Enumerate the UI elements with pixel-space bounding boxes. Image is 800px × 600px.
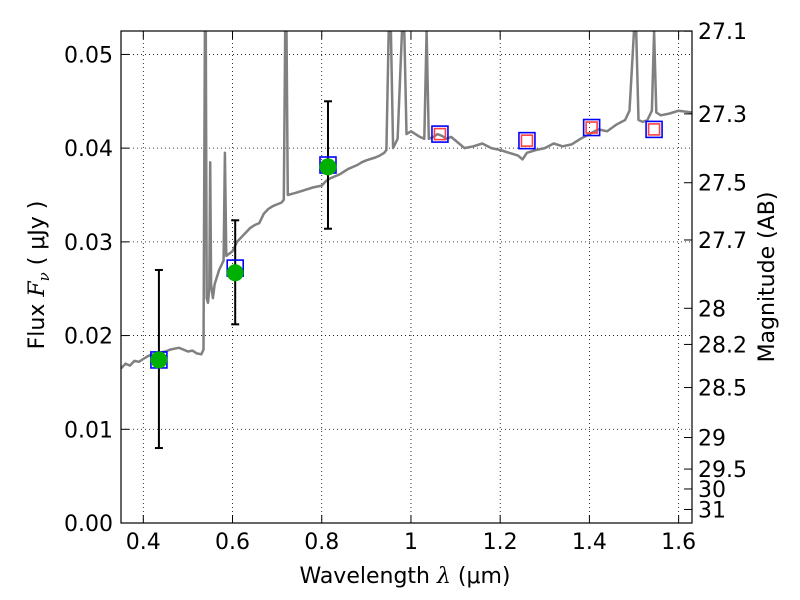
y-axis-title-prefix: Flux [25,297,50,350]
prediction-square [520,134,534,147]
model-square [582,118,601,137]
y-tick-label: 0.00 [64,512,113,537]
y-tick-label: 0.02 [64,325,113,350]
y2-tick-label: 30 [698,478,726,503]
x-tick-label: 1.4 [572,530,607,555]
y2-tick-label: 27.1 [698,20,747,45]
x-tick-label: 1 [404,530,418,555]
detection-point [150,351,168,369]
y-tick-label: 0.04 [64,137,113,162]
y2-tick-label: 28.5 [698,377,747,402]
model-square [645,120,663,139]
x-tick-label: 0.4 [126,530,161,555]
x-tick-label: 0.6 [215,530,250,555]
y2-tick-label: 27.7 [698,229,747,254]
y2-tick-label: 28 [698,297,726,322]
y2-tick-label: 28.2 [698,333,747,358]
detection-point [319,158,337,176]
x-tick-label: 0.8 [304,530,339,555]
x-axis-title-prefix: Wavelength [299,564,437,589]
y2-axis-title: Magnitude (AB) [755,192,780,363]
y-axis-title-unit: ( μJy ) [25,201,50,273]
prediction-square [433,127,447,141]
y-axis-title: Flux Fν ( μJy ) [25,201,53,350]
plot-content [121,31,692,450]
axis-ticks: 0.4 0.6 0.8 1 1.2 1.4 1.6 0.00 0.01 0.02 0.03 0.04 0… [64,20,747,555]
y-tick-label: 0.01 [64,418,113,443]
prediction-square [647,123,661,136]
prediction-square [585,121,598,134]
y-axis-title-symbol: F [25,281,50,298]
detection-point [226,264,244,282]
y-tick-label: 0.03 [64,231,113,256]
x-axis-title: Wavelength λ (μm) [299,564,510,589]
model-square [431,125,449,143]
y2-tick-label: 27.3 [698,103,747,128]
y2-tick-label: 27.5 [698,172,747,197]
y2-tick-label: 31 [698,498,726,523]
spectrum-line [121,31,692,370]
y2-tick-label: 29.5 [698,458,747,483]
y-tick-label: 0.05 [64,43,113,68]
x-tick-label: 1.2 [483,530,518,555]
x-tick-label: 1.6 [661,530,696,555]
plot-frame [120,30,693,524]
x-axis-title-symbol: λ [436,564,451,589]
model-square [518,131,536,150]
y-axis-title-subscript: ν [35,272,53,281]
x-axis-title-unit: (μm) [451,564,511,589]
y2-tick-label: 29 [698,427,726,452]
